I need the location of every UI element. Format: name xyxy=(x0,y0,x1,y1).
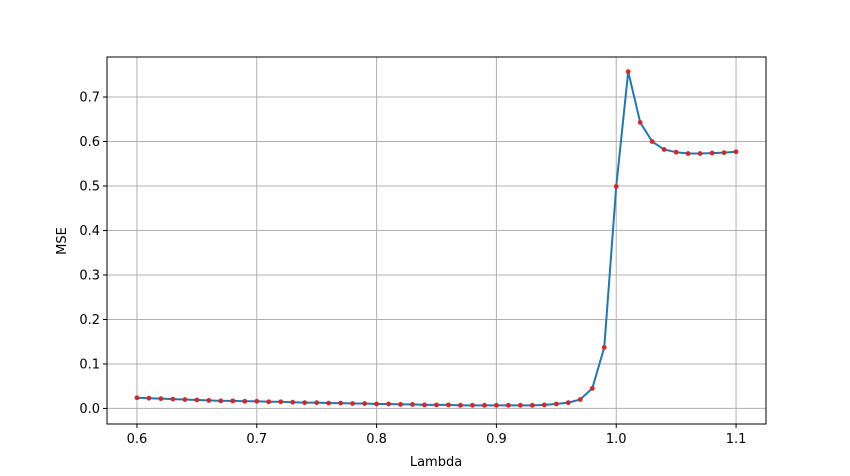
data-point xyxy=(218,398,224,404)
data-point xyxy=(577,397,583,402)
data-point xyxy=(338,400,344,406)
data-point xyxy=(601,345,607,350)
data-point xyxy=(302,400,308,406)
data-point xyxy=(505,402,511,408)
data-point xyxy=(134,395,140,401)
data-point xyxy=(362,401,368,406)
data-point xyxy=(709,150,715,156)
x-tick-label: 0.8 xyxy=(366,432,387,447)
x-tick-label: 1.1 xyxy=(726,432,747,447)
data-point xyxy=(613,184,619,189)
data-point xyxy=(673,149,679,155)
data-point xyxy=(266,399,272,405)
data-point xyxy=(326,400,332,406)
data-point xyxy=(254,398,260,404)
data-point xyxy=(637,119,643,125)
x-tick-label: 1.0 xyxy=(606,432,627,447)
data-point xyxy=(541,402,547,408)
data-point xyxy=(398,402,403,407)
y-tick-label: 0.0 xyxy=(79,402,100,417)
y-tick-label: 0.2 xyxy=(79,313,100,328)
data-point xyxy=(350,401,356,406)
data-point xyxy=(458,402,463,408)
data-point xyxy=(206,398,212,403)
y-tick-label: 0.5 xyxy=(79,180,100,195)
data-point xyxy=(434,402,439,408)
data-point xyxy=(517,402,523,408)
data-point xyxy=(470,402,475,408)
x-tick-label: 0.9 xyxy=(486,432,507,447)
data-point xyxy=(553,401,559,407)
data-point xyxy=(194,397,200,403)
data-point xyxy=(529,402,535,408)
data-point xyxy=(278,399,284,405)
y-tick-label: 0.6 xyxy=(79,135,100,150)
data-point xyxy=(625,69,631,75)
data-point xyxy=(697,151,703,156)
data-point xyxy=(661,147,667,152)
data-point xyxy=(230,398,236,404)
data-point xyxy=(410,402,415,407)
marker-group xyxy=(134,69,739,408)
data-point xyxy=(494,402,499,408)
data-point xyxy=(446,402,451,408)
data-point xyxy=(482,402,487,408)
data-point xyxy=(290,399,296,405)
data-point xyxy=(314,400,320,406)
y-tick-label: 0.3 xyxy=(79,268,100,283)
plot-area xyxy=(107,57,766,424)
plot-frame xyxy=(106,56,767,425)
grid xyxy=(107,57,766,424)
data-point xyxy=(374,401,379,407)
data-point xyxy=(422,402,427,408)
x-tick-label: 0.7 xyxy=(246,432,267,447)
x-axis: 0.6 0.7 0.8 0.9 1.0 1.1 xyxy=(127,424,747,447)
x-axis-label: Lambda xyxy=(410,455,462,470)
data-point xyxy=(565,400,571,406)
y-axis-label: MSE xyxy=(55,227,70,255)
data-point xyxy=(182,397,188,402)
data-point xyxy=(386,401,391,407)
data-point xyxy=(242,398,248,404)
y-tick-label: 0.1 xyxy=(79,357,100,372)
data-point xyxy=(721,150,727,156)
data-point xyxy=(158,396,164,402)
data-point xyxy=(685,151,691,156)
y-tick-label: 0.7 xyxy=(79,91,100,106)
x-tick-label: 0.6 xyxy=(127,432,148,447)
y-tick-label: 0.4 xyxy=(79,224,100,239)
data-point xyxy=(589,386,595,391)
y-axis: 0.0 0.1 0.2 0.3 0.4 0.5 0.6 0.7 xyxy=(79,91,107,417)
data-point xyxy=(146,395,152,401)
data-point xyxy=(170,396,176,402)
data-point xyxy=(649,139,655,144)
data-point xyxy=(733,149,739,155)
